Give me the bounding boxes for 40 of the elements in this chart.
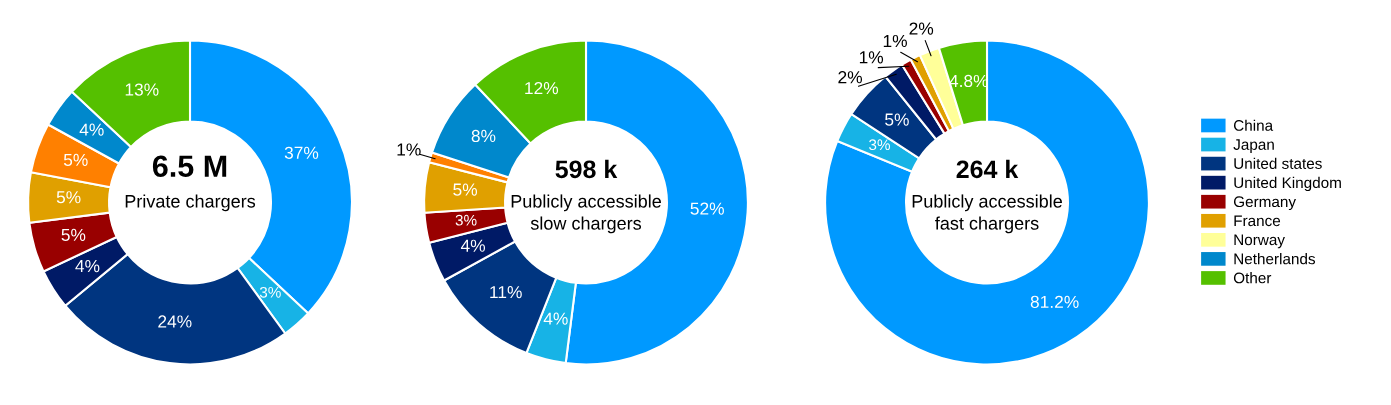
text: Publicly accessible slow chargers xyxy=(511,194,661,234)
data-label: 4% xyxy=(79,123,104,136)
legend-label: Germany xyxy=(1233,196,1296,211)
legend-label: Other xyxy=(1233,272,1272,284)
legend-label: China xyxy=(1233,119,1274,131)
text: 264 k xyxy=(956,159,1019,179)
data-label: 52% xyxy=(690,202,724,215)
data-label: 1% xyxy=(883,34,907,48)
data-label: 5% xyxy=(885,113,909,126)
text: 6.5 M xyxy=(152,155,227,178)
data-label: 81.2% xyxy=(1030,295,1079,309)
data-label: 5% xyxy=(61,228,86,242)
data-label: 13% xyxy=(125,83,159,96)
data-label: 12% xyxy=(525,81,559,95)
legend-label: France xyxy=(1234,215,1281,227)
data-label: 1% xyxy=(859,51,884,64)
data-label: 4% xyxy=(460,239,486,252)
data-label: 4% xyxy=(75,260,100,273)
data-label: 3% xyxy=(455,214,477,226)
data-label: 2% xyxy=(838,71,863,84)
data-label: 5% xyxy=(453,183,478,196)
data-label: 2% xyxy=(909,22,934,35)
legend-label: Norway xyxy=(1234,234,1285,249)
legend-label: Netherlands xyxy=(1234,253,1316,265)
data-label: 5% xyxy=(63,153,88,167)
data-label: 5% xyxy=(56,191,81,204)
data-label: 3% xyxy=(259,286,281,298)
text: Publicly accessible fast chargers xyxy=(912,194,1062,234)
data-label: 24% xyxy=(158,315,192,328)
data-label: 37% xyxy=(284,146,319,159)
data-label: 11% xyxy=(490,286,522,299)
text: 598 k xyxy=(555,159,618,179)
legend-label: Japan xyxy=(1233,139,1274,153)
data-label: 8% xyxy=(471,129,496,143)
legend-label: United states xyxy=(1234,157,1322,169)
data-label: 1% xyxy=(397,143,421,156)
data-label: 3% xyxy=(869,139,890,151)
text: Private chargers xyxy=(125,194,256,212)
data-label: 4% xyxy=(543,312,568,325)
legend-label: United Kingdom xyxy=(1234,176,1341,192)
